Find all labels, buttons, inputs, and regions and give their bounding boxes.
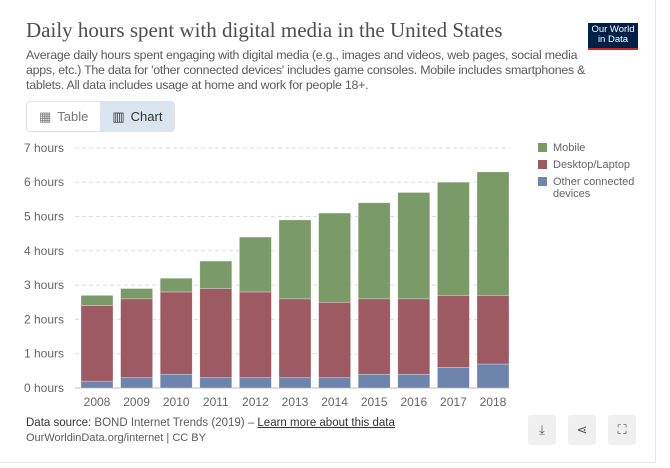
x-tick-label: 2008 (84, 395, 111, 409)
y-tick-label: 7 hours (24, 141, 64, 155)
x-tick-label: 2018 (480, 395, 507, 409)
chart-title: Daily hours spent with digital media in … (26, 18, 503, 42)
bar-other-connected-devices (278, 377, 312, 389)
bar-desktop-laptop (278, 298, 312, 379)
bar-other-connected-devices (318, 377, 351, 389)
bar-mobile (159, 277, 193, 293)
chart-header: Daily hours spent with digital media in … (26, 18, 586, 132)
bar-desktop-laptop (397, 298, 431, 375)
bar-mobile (318, 212, 351, 303)
x-tick-label: 2011 (203, 395, 229, 409)
chart-subtitle: Average daily hours spent engaging with … (26, 48, 586, 92)
bar-other-connected-devices (199, 377, 233, 389)
bar-mobile (397, 192, 431, 300)
bar-desktop-laptop (476, 295, 510, 365)
x-tick-label: 2014 (321, 395, 348, 409)
legend-item-other[interactable]: Other connected devices (538, 176, 648, 200)
chart-icon: ▥ (112, 108, 125, 124)
x-tick-label: 2012 (242, 395, 269, 409)
y-tick-label: 3 hours (24, 278, 64, 292)
bar-desktop-laptop (357, 298, 391, 375)
bar-other-connected-devices (397, 373, 431, 389)
footer: Data source: BOND Internet Trends (2019)… (26, 417, 395, 444)
learn-more-link[interactable]: Learn more about this data (257, 417, 395, 429)
bar-desktop-laptop (120, 298, 153, 379)
download-button[interactable]: ⤓ (528, 415, 556, 445)
fullscreen-icon: ⛶ (617, 422, 627, 437)
bar-desktop-laptop (159, 291, 193, 375)
legend-item-mobile[interactable]: Mobile (538, 142, 648, 154)
bar-mobile (476, 171, 510, 296)
view-tabs: ▦ Table ▥ Chart (26, 101, 176, 132)
x-tick-label: 2010 (163, 395, 190, 409)
table-icon: ▦ (39, 108, 52, 124)
bar-desktop-laptop (80, 305, 114, 382)
legend: Mobile Desktop/Laptop Other connected de… (538, 142, 648, 205)
bar-mobile (239, 236, 272, 293)
x-tick-label: 2009 (123, 395, 150, 409)
bar-chart: 0 hours 1 hours 2 hours 3 hours 4 hours 5 hou… (24, 141, 510, 409)
share-button[interactable]: ⋖ (568, 415, 596, 445)
share-icon: ⋖ (576, 422, 588, 437)
y-tick-label: 5 hours (24, 210, 64, 224)
x-tick-label: 2017 (440, 395, 467, 409)
bar-mobile (80, 295, 114, 306)
y-tick-label: 2 hours (24, 312, 64, 326)
bar-mobile (437, 181, 470, 296)
x-tick-label: 2013 (282, 395, 309, 409)
bar-mobile (278, 219, 312, 300)
y-tick-label: 1 hours (24, 347, 64, 361)
x-tick-label: 2016 (400, 395, 427, 409)
bar-other-connected-devices (357, 373, 391, 389)
y-tick-label: 0 hours (24, 381, 64, 395)
tab-table[interactable]: ▦ Table (39, 108, 89, 125)
bar-other-connected-devices (159, 373, 193, 389)
y-tick-label: 6 hours (24, 175, 64, 189)
download-icon: ⤓ (539, 422, 545, 437)
bar-other-connected-devices (437, 367, 470, 389)
bar-desktop-laptop (239, 291, 272, 379)
bar-mobile (199, 260, 233, 289)
chart-card: Daily hours spent with digital media in … (0, 0, 656, 463)
bar-other-connected-devices (120, 377, 153, 389)
legend-item-desktop[interactable]: Desktop/Laptop (538, 159, 648, 171)
bar-mobile (120, 288, 153, 300)
tab-chart[interactable]: ▥ Chart (100, 102, 175, 131)
bar-desktop-laptop (437, 295, 470, 368)
fullscreen-button[interactable]: ⛶ (608, 415, 636, 445)
bar-desktop-laptop (199, 288, 233, 379)
bar-other-connected-devices (476, 363, 510, 389)
y-tick-label: 4 hours (24, 244, 64, 258)
bar-desktop-laptop (318, 301, 351, 379)
bar-other-connected-devices (239, 377, 272, 389)
x-tick-label: 2015 (361, 395, 388, 409)
owid-logo[interactable]: Our World in Data (588, 23, 638, 50)
bar-mobile (357, 202, 391, 300)
bar-other-connected-devices (80, 380, 114, 389)
